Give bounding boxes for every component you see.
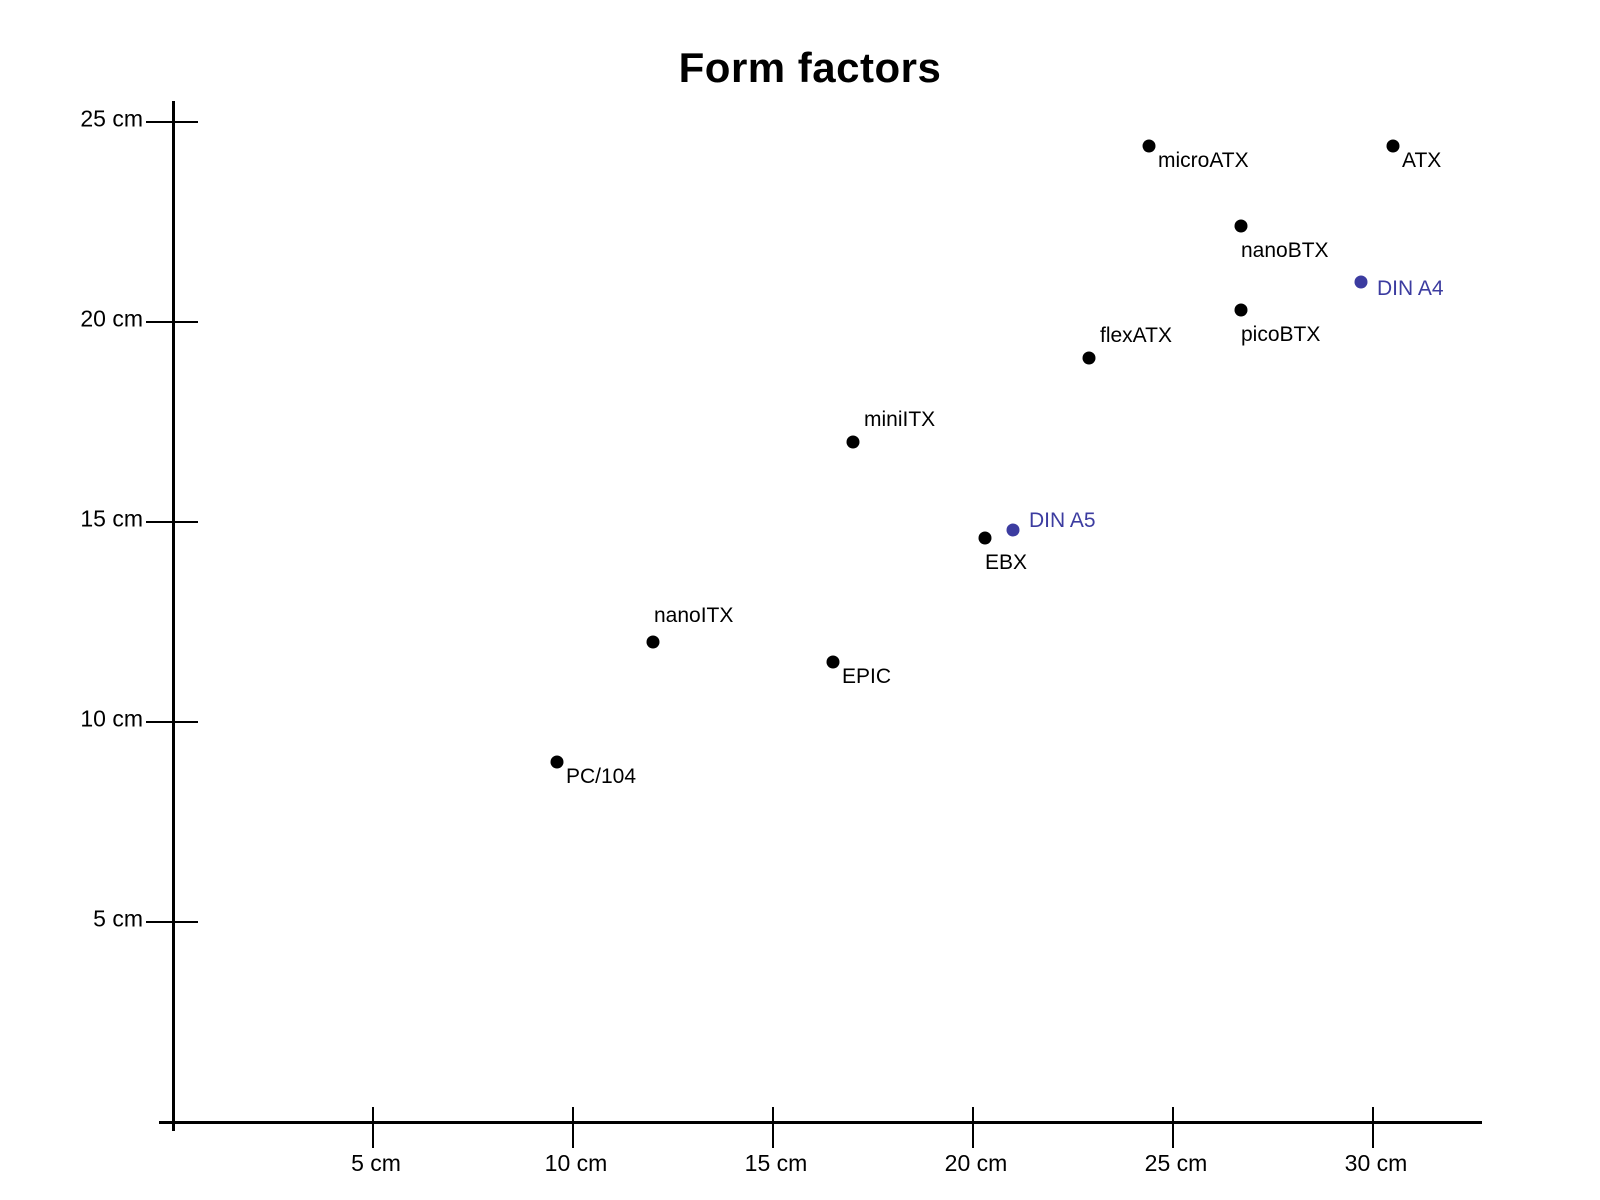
data-point-label-flexatx: flexATX <box>1100 324 1172 347</box>
data-point-label-pc-104: PC/104 <box>566 765 637 788</box>
x-tick <box>1372 1107 1374 1148</box>
y-tick <box>146 321 198 323</box>
y-tick-label: 15 cm <box>80 505 143 532</box>
x-tick <box>772 1107 774 1148</box>
data-point-label-din-a5: DIN A5 <box>1029 509 1096 532</box>
x-tick-label: 20 cm <box>944 1150 1008 1176</box>
data-point-label-nanoitx: nanoITX <box>654 604 734 627</box>
y-tick-label: 5 cm <box>93 905 143 932</box>
x-tick-label: 5 cm <box>351 1150 401 1176</box>
data-point-pc-104 <box>550 755 564 769</box>
y-axis-line <box>171 101 175 1131</box>
data-point-flexatx <box>1082 351 1096 365</box>
data-point-picobtx <box>1234 303 1248 317</box>
data-point-nanobtx <box>1234 219 1248 233</box>
data-point-atx <box>1386 139 1400 153</box>
x-tick-label: 30 cm <box>1344 1150 1408 1176</box>
y-tick <box>146 921 198 923</box>
x-tick <box>572 1107 574 1148</box>
data-point-miniitx <box>846 435 860 449</box>
data-point-label-microatx: microATX <box>1158 149 1249 172</box>
x-tick <box>372 1107 374 1148</box>
data-point-label-miniitx: miniITX <box>864 408 936 431</box>
data-point-din-a5 <box>1006 523 1020 537</box>
data-point-din-a4 <box>1354 275 1368 289</box>
data-point-label-ebx: EBX <box>985 551 1028 574</box>
data-point-ebx <box>978 531 992 545</box>
x-axis-line <box>159 1120 1482 1124</box>
y-tick <box>146 121 198 123</box>
y-tick <box>146 521 198 523</box>
x-tick <box>1172 1107 1174 1148</box>
data-point-label-din-a4: DIN A4 <box>1377 277 1444 300</box>
data-point-label-atx: ATX <box>1402 149 1442 172</box>
y-tick-label: 20 cm <box>80 305 143 332</box>
x-tick-label: 10 cm <box>544 1150 608 1176</box>
x-tick-label: 15 cm <box>744 1150 808 1176</box>
y-tick-label: 10 cm <box>80 705 143 732</box>
data-point-label-nanobtx: nanoBTX <box>1241 239 1329 262</box>
data-point-epic <box>826 655 840 669</box>
y-tick-label: 25 cm <box>80 105 143 132</box>
data-point-microatx <box>1142 139 1156 153</box>
data-point-label-picobtx: picoBTX <box>1241 323 1321 346</box>
data-point-nanoitx <box>646 635 660 649</box>
chart-title: Form factors <box>678 44 942 91</box>
x-tick <box>972 1107 974 1148</box>
y-tick <box>146 721 198 723</box>
data-point-label-epic: EPIC <box>842 665 892 688</box>
x-tick-label: 25 cm <box>1144 1150 1208 1176</box>
